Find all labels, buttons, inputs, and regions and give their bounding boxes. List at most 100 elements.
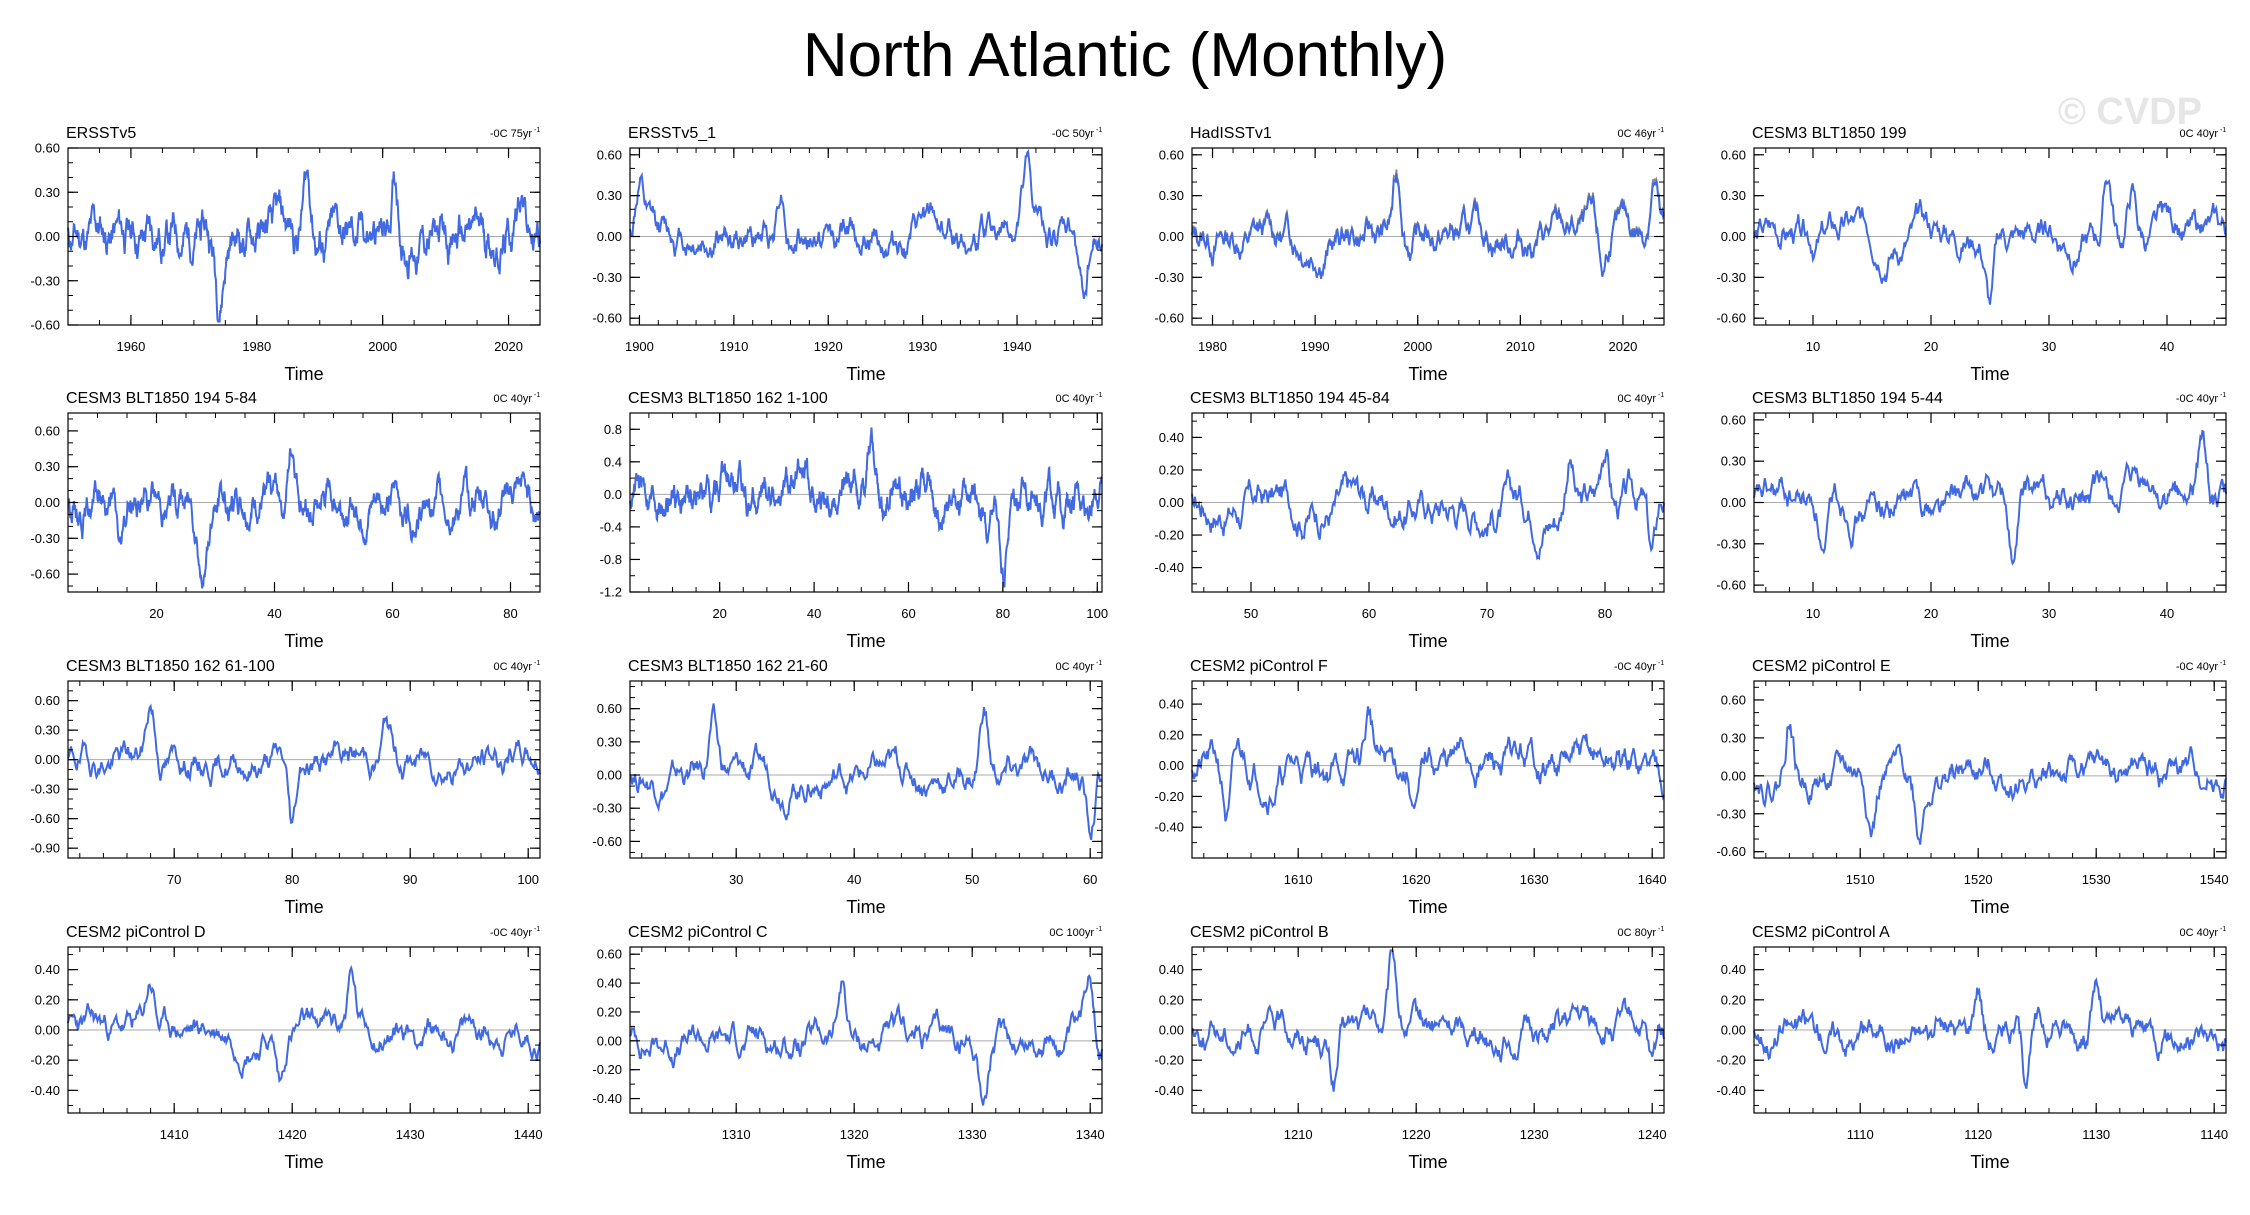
panel-note: 0C 80yr [1617,927,1656,939]
x-tick-label: 2020 [1608,339,1637,354]
y-tick-label: 0.30 [1721,454,1746,469]
series-line-overlay [1191,169,1665,280]
x-tick-label: 80 [285,872,299,887]
x-tick-label: 1330 [958,1127,987,1142]
x-tick-label: 10 [1806,606,1820,621]
panel-note-exponent: -1 [2220,127,2226,134]
x-tick-label: 20 [149,606,163,621]
y-tick-label: 0.30 [597,734,622,749]
y-tick-label: 0.20 [1159,727,1184,742]
series-line [1753,179,2227,305]
y-tick-label: 0.00 [1159,1023,1184,1038]
panel-note-exponent: -1 [534,660,540,667]
panel-note-exponent: -1 [534,392,540,399]
series-line [67,169,541,323]
y-tick-label: 0.30 [35,459,60,474]
panel-note-exponent: -1 [1658,926,1664,933]
x-tick-label: 1420 [278,1127,307,1142]
y-tick-label: -0.60 [1154,311,1184,326]
plot-frame [629,412,1103,593]
x-axis-label: Time [1408,1152,1447,1172]
y-tick-label: 0.00 [1721,495,1746,510]
y-tick-label: -0.40 [1154,560,1184,575]
panel-note: 0C 40yr [2179,128,2218,140]
x-axis-label: Time [1970,364,2009,384]
chart-panel: CESM2 piControl A 0C 40yr -1 1110 1120 1130 11… [1716,924,2228,1172]
plot-frame [629,680,1103,859]
x-tick-label: 50 [965,872,979,887]
panel-note: 0C 40yr [1617,393,1656,405]
y-tick-label: 0.20 [1721,992,1746,1007]
x-tick-label: 1120 [1964,1127,1992,1142]
y-tick-label: 0.00 [1159,758,1184,773]
x-tick-label: 80 [996,606,1010,621]
panel-note: -0C 40yr [1614,661,1657,673]
y-tick-label: 0.60 [597,147,622,162]
chart-panel: ERSSTv5_1 -0C 50yr -1 1900 1910 1920 1930 1940 -… [592,125,1103,384]
panel-note-exponent: -1 [1096,392,1102,399]
y-tick-label: 0.00 [1721,768,1746,783]
y-tick-label: -0.30 [1716,270,1746,285]
plot-frame [1753,680,2227,859]
y-tick-label: -0.30 [592,270,622,285]
x-tick-label: 2010 [1506,339,1535,354]
y-tick-label: 0.60 [1159,147,1184,162]
y-tick-label: 0.00 [1159,229,1184,244]
y-tick-label: -0.4 [600,519,622,534]
y-tick-label: 0.00 [35,229,60,244]
y-tick-label: -0.30 [30,531,60,546]
y-tick-label: -0.40 [1154,820,1184,835]
x-tick-label: 1530 [2082,872,2111,887]
chart-panel: CESM3 BLT1850 162 1-100 0C 40yr -1 20 40 60 80… [600,390,1109,651]
panel-title: ERSSTv5 [66,125,136,142]
x-tick-label: 1980 [242,339,271,354]
y-tick-label: -0.30 [1154,270,1184,285]
panel-title: CESM2 piControl C [628,924,768,941]
y-tick-label: 0.30 [1721,188,1746,203]
panel-title: CESM2 piControl E [1752,658,1891,675]
panel-title: ERSSTv5_1 [628,125,716,142]
y-tick-label: 0.4 [604,454,622,469]
page-title: North Atlantic (Monthly) [802,21,1448,90]
chart-panel: CESM2 piControl F -0C 40yr -1 1610 1620 1630 1… [1154,658,1666,917]
x-axis-label: Time [1408,897,1447,917]
series-line [67,964,541,1084]
x-tick-label: 70 [1480,606,1494,621]
x-tick-label: 40 [807,606,821,621]
chart-panel: CESM2 piControl E -0C 40yr -1 1510 1520 1530 1… [1716,658,2228,917]
x-tick-label: 1130 [2082,1127,2110,1142]
y-tick-label: 0.30 [35,185,60,200]
panel-title: CESM2 piControl D [66,924,206,941]
y-tick-label: 0.60 [35,141,60,156]
x-tick-label: 1930 [908,339,937,354]
x-tick-label: 80 [503,606,517,621]
y-tick-label: 0.40 [1159,962,1184,977]
y-tick-label: -0.60 [1716,844,1746,859]
y-tick-label: 0.20 [597,1004,622,1019]
series-line [1191,949,1665,1092]
x-tick-label: 1900 [625,339,654,354]
x-tick-label: 30 [729,872,743,887]
series-line [629,973,1103,1106]
x-tick-label: 1220 [1402,1127,1431,1142]
x-tick-label: 1340 [1076,1127,1105,1142]
y-tick-label: 0.40 [1159,430,1184,445]
x-tick-label: 2000 [1403,339,1432,354]
y-tick-label: -0.30 [30,782,60,797]
x-tick-label: 2000 [368,339,397,354]
y-tick-label: 0.60 [35,423,60,438]
plot-frame [1191,680,1665,859]
panel-note-exponent: -1 [534,926,540,933]
y-tick-label: 0.20 [1159,462,1184,477]
cvdp-watermark: © CVDP [2057,91,2202,133]
x-tick-label: 40 [2160,339,2174,354]
y-tick-label: 0.00 [597,768,622,783]
panel-note: -0C 40yr [490,927,533,939]
chart-panel: CESM2 piControl C 0C 100yr -1 1310 1320 1330 1… [592,924,1104,1172]
plot-frame [629,946,1103,1114]
series-line [1753,723,2227,845]
x-tick-label: 20 [1924,606,1938,621]
panel-title: CESM2 piControl B [1190,924,1329,941]
x-axis-label: Time [1970,631,2009,651]
panel-note: 0C 40yr [493,393,532,405]
